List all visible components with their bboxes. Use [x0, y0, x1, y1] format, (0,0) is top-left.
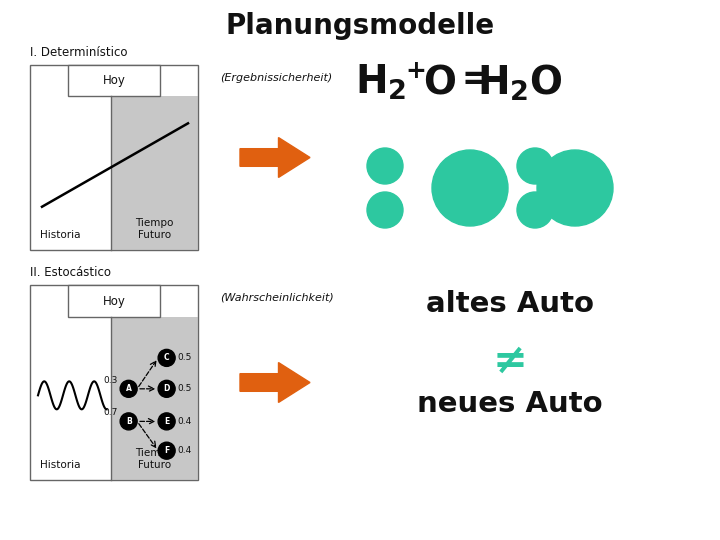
Text: $\mathbf{H_2}$: $\mathbf{H_2}$: [355, 63, 406, 102]
Text: A: A: [126, 384, 132, 393]
Bar: [68, 285, 160, 317]
Text: 0.4: 0.4: [177, 417, 192, 426]
Text: Tiempo
Futuro: Tiempo Futuro: [135, 218, 174, 240]
Text: Tiempo
Futuro: Tiempo Futuro: [135, 448, 174, 470]
Text: altes Auto: altes Auto: [426, 290, 594, 318]
Text: II. Estocástico: II. Estocástico: [30, 266, 111, 279]
Bar: [30, 65, 198, 250]
Ellipse shape: [367, 148, 403, 184]
Text: 0.3: 0.3: [104, 376, 118, 385]
Text: Planungsmodelle: Planungsmodelle: [225, 12, 495, 40]
Text: Hoy: Hoy: [102, 74, 125, 87]
Text: $\mathbf{=}$: $\mathbf{=}$: [455, 61, 488, 94]
Circle shape: [158, 442, 175, 459]
Text: (Wahrscheinlichkeit): (Wahrscheinlichkeit): [220, 293, 334, 303]
Polygon shape: [240, 138, 310, 178]
Bar: [30, 285, 198, 480]
Text: Historia: Historia: [40, 460, 81, 470]
Text: D: D: [163, 384, 170, 393]
Text: 0.5: 0.5: [177, 384, 192, 393]
Text: $\mathbf{+}$: $\mathbf{+}$: [405, 59, 426, 83]
Text: $\mathbf{O}$: $\mathbf{O}$: [423, 63, 456, 101]
Circle shape: [120, 380, 137, 397]
Bar: [111, 317, 198, 480]
Text: 0.7: 0.7: [104, 408, 118, 417]
Text: 0.5: 0.5: [177, 353, 192, 362]
Circle shape: [158, 380, 175, 397]
Text: F: F: [164, 446, 169, 455]
Text: Historia: Historia: [40, 230, 81, 240]
Bar: [68, 65, 160, 96]
Text: I. Determinístico: I. Determinístico: [30, 46, 127, 59]
Circle shape: [120, 413, 137, 430]
Text: $\mathbf{H_2O}$: $\mathbf{H_2O}$: [477, 63, 563, 103]
Ellipse shape: [432, 150, 508, 226]
Text: (Ergebnissicherheit): (Ergebnissicherheit): [220, 73, 332, 83]
Text: neues Auto: neues Auto: [417, 390, 603, 418]
Ellipse shape: [367, 192, 403, 228]
Bar: [111, 96, 198, 250]
Text: ≠: ≠: [492, 340, 528, 382]
Ellipse shape: [517, 192, 553, 228]
Circle shape: [158, 349, 175, 366]
Text: 0.4: 0.4: [177, 446, 192, 455]
Polygon shape: [240, 362, 310, 402]
Ellipse shape: [537, 150, 613, 226]
Text: B: B: [126, 417, 132, 426]
Text: E: E: [164, 417, 169, 426]
Ellipse shape: [517, 148, 553, 184]
Circle shape: [158, 413, 175, 430]
Text: Hoy: Hoy: [102, 295, 125, 308]
Text: C: C: [164, 353, 169, 362]
